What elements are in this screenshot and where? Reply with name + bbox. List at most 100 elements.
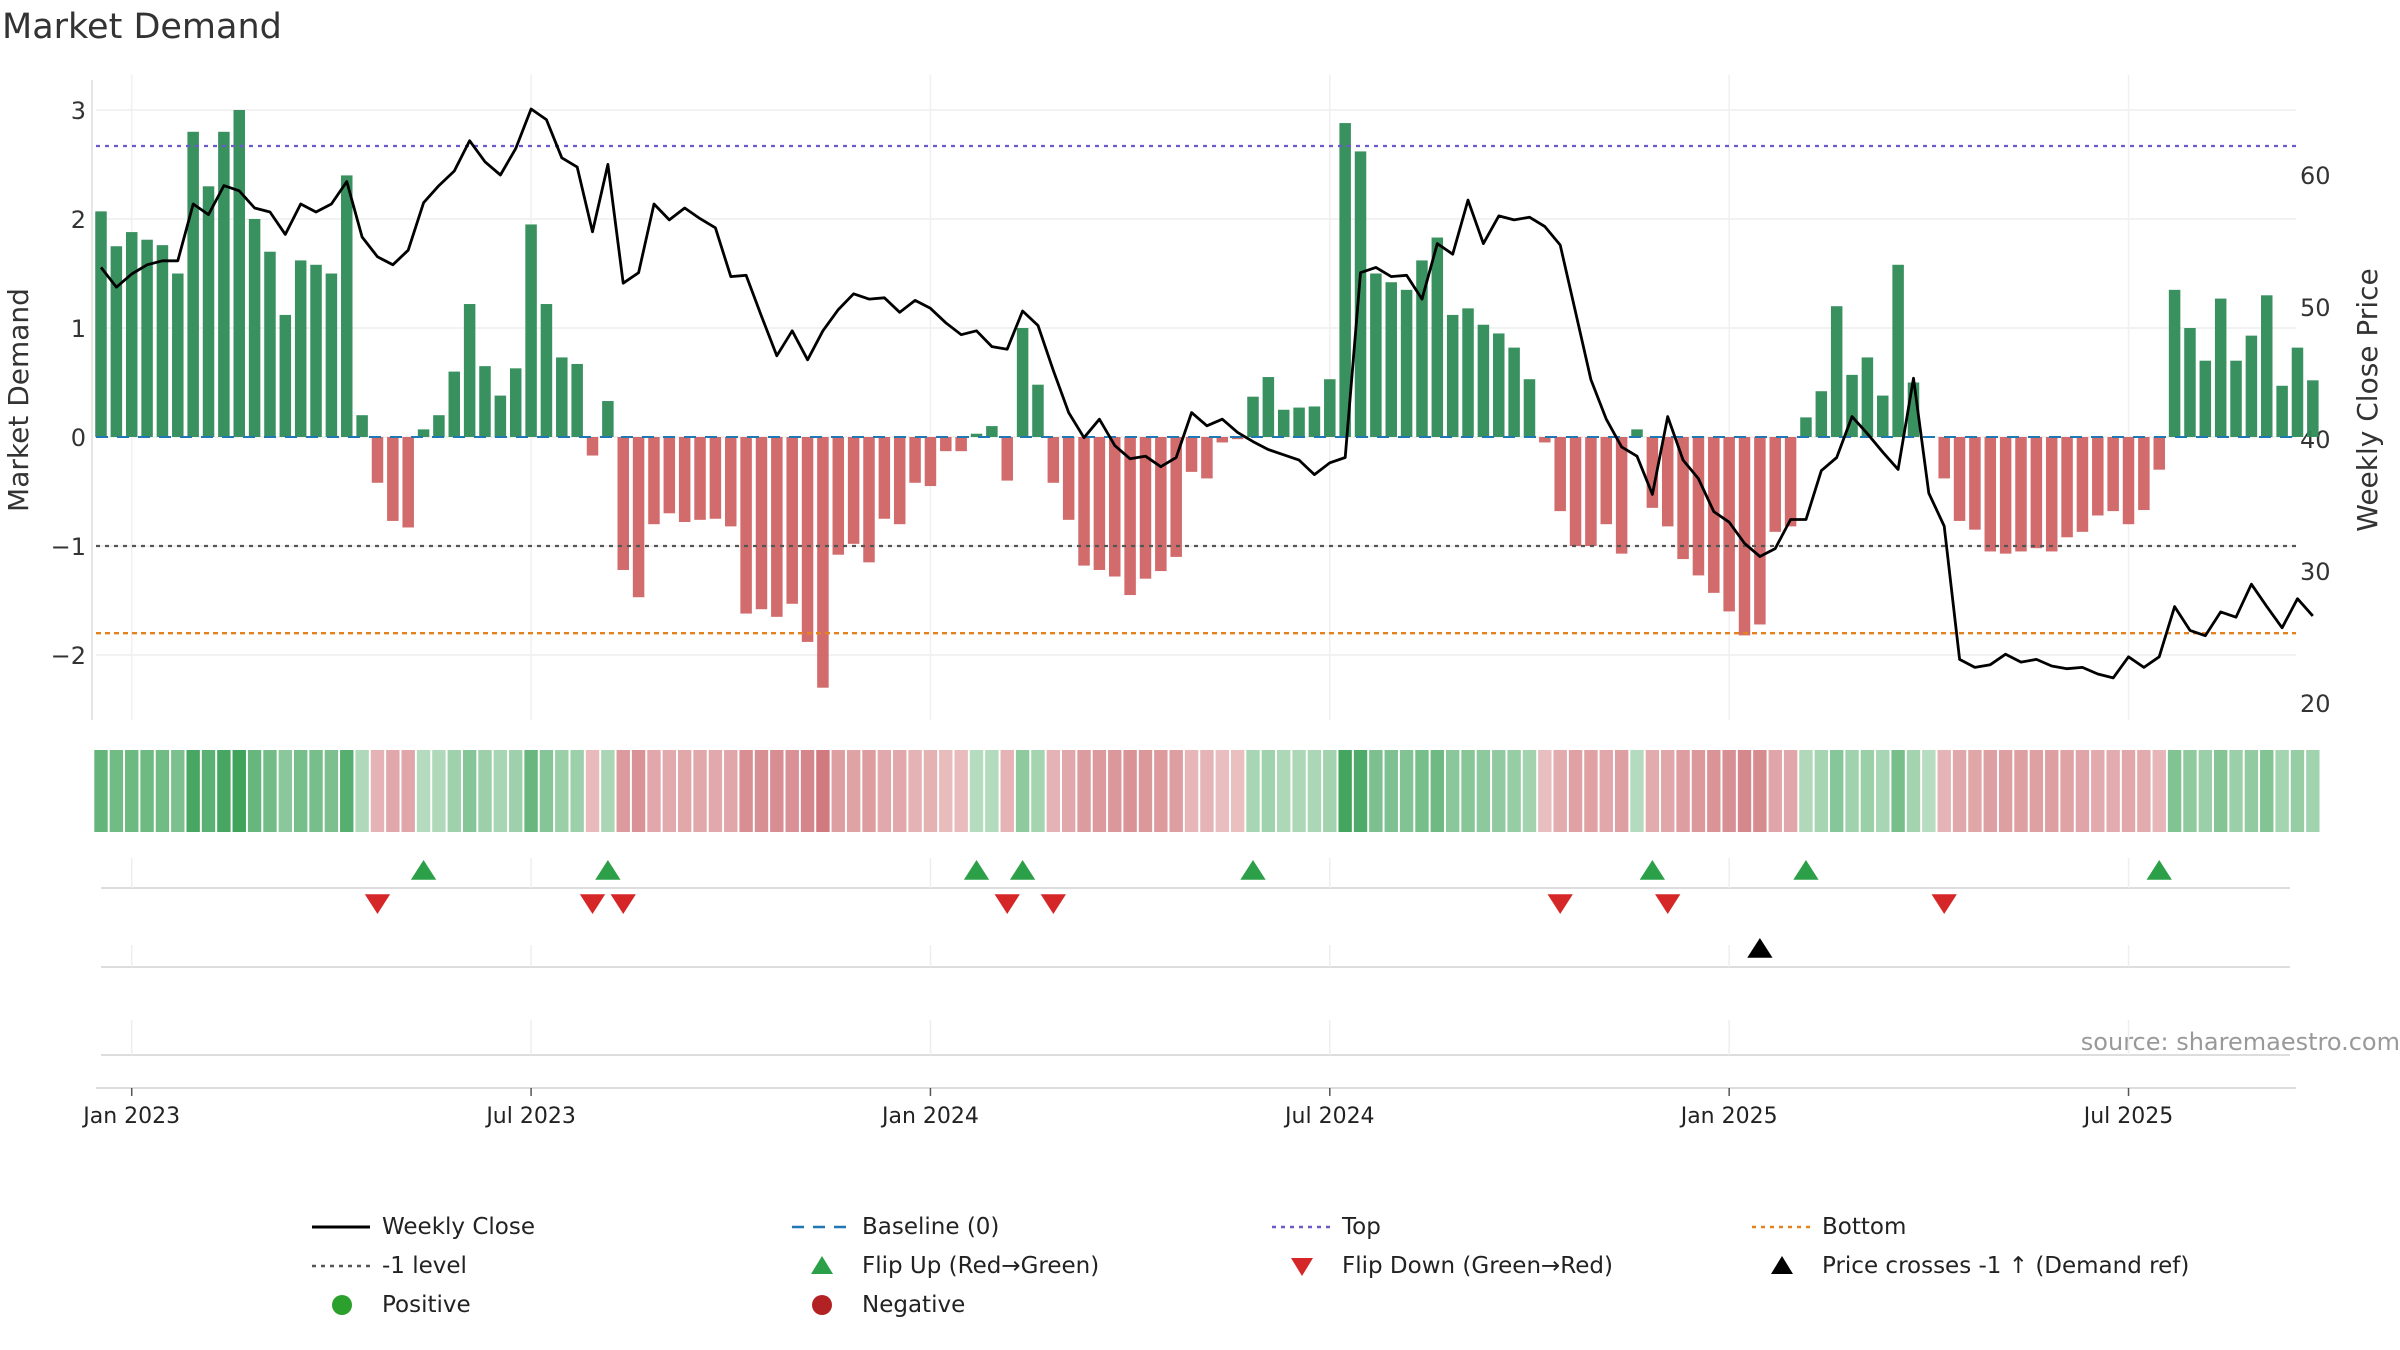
strip-cell (662, 750, 677, 832)
strip-cell (1952, 750, 1967, 832)
bar-negative (725, 437, 737, 527)
x-tick-label: Jan 2025 (1679, 1104, 1778, 1129)
strip-cell (677, 750, 692, 832)
bar-positive (1907, 382, 1920, 437)
y-tick-label-right: 20 (2300, 690, 2331, 718)
strip-cell (1230, 750, 1245, 832)
y-tick-label-left: 0 (71, 424, 86, 452)
strip-cell (585, 750, 600, 832)
strip-cell (171, 750, 185, 832)
strip-cell (447, 750, 461, 832)
y-tick-label-right: 50 (2300, 294, 2331, 322)
bar-negative (617, 437, 629, 570)
bar-positive (1446, 314, 1459, 437)
bar-positive (1354, 151, 1367, 438)
flip-up-marker (595, 860, 621, 880)
strip-cell (2244, 750, 2259, 832)
strip-cell (1568, 750, 1583, 832)
flip-down-marker (1040, 894, 1066, 914)
strip-cell (631, 750, 646, 832)
bar-positive (187, 131, 199, 438)
strip-cell (785, 750, 799, 832)
bar-positive (2214, 298, 2227, 437)
legend-label: Negative (862, 1292, 966, 1318)
bar-positive (540, 304, 553, 437)
strip-cell (94, 750, 108, 832)
strip-cell (493, 750, 508, 832)
bar-negative (1769, 437, 1781, 532)
strip-cell (601, 750, 615, 832)
legend-label: Flip Up (Red→Green) (862, 1253, 1100, 1279)
strip-cell (416, 750, 431, 832)
strip-cell (754, 750, 769, 832)
bar-negative (817, 437, 829, 688)
strip-cell (462, 750, 477, 832)
bar-negative (2153, 437, 2165, 470)
strip-cell (247, 750, 262, 832)
bar-positive (202, 186, 215, 437)
strip-cell (2275, 750, 2289, 832)
bar-negative (2107, 437, 2119, 512)
strip-cell (693, 750, 707, 832)
weekly-close-line (99, 107, 2314, 680)
strip-cell (939, 750, 953, 832)
flip-up-marker (1639, 860, 1666, 880)
bar-negative (1661, 437, 1674, 527)
strip-cell (155, 750, 170, 832)
bar-negative (1062, 437, 1075, 520)
bar-negative (2061, 437, 2073, 538)
red-dot-icon (812, 1295, 832, 1315)
legend-item: Top (1260, 1212, 1381, 1242)
bar-negative (924, 437, 937, 487)
bar-positive (1846, 374, 1858, 437)
bar-negative (1953, 437, 1966, 521)
legend-item: Flip Down (Green→Red) (1260, 1251, 1613, 1281)
bar-positive (1308, 406, 1321, 437)
strip-cell (800, 750, 815, 832)
strip-cell (1384, 750, 1398, 832)
bar-positive (1431, 237, 1444, 437)
flip-down-marker (1655, 894, 1681, 914)
strip-cell (724, 750, 738, 832)
strip-cell (201, 750, 216, 832)
x-tick-label: Jan 2024 (880, 1104, 979, 1129)
bar-negative (1047, 437, 1060, 483)
legend-item: Weekly Close (300, 1212, 535, 1242)
strip-cell (862, 750, 876, 832)
strip-cell (1691, 750, 1706, 832)
strip-cell (2137, 750, 2151, 832)
bar-negative (371, 437, 384, 483)
legend: Weekly Close Baseline (0) Top Bottom -1 leve… (300, 1212, 2280, 1332)
bar-positive (2307, 380, 2319, 437)
bar-negative (648, 437, 660, 525)
strip-cell (616, 750, 630, 832)
green-triangle-up-icon (811, 1256, 833, 1274)
red-triangle-down-icon (1291, 1258, 1313, 1276)
strip-cell (1092, 750, 1107, 832)
strip-cell (2060, 750, 2074, 832)
strip-cell (370, 750, 385, 832)
purple-dot-icon (1272, 1225, 1330, 1229)
bar-negative (678, 437, 691, 523)
bar-positive (1016, 328, 1029, 437)
chart-title: Market Demand (2, 7, 282, 47)
strip-cell (816, 750, 830, 832)
strip-cell (1676, 750, 1690, 832)
bar-negative (1984, 437, 1997, 552)
bar-positive (294, 260, 307, 437)
strip-cell (217, 750, 231, 832)
bar-positive (1293, 407, 1305, 437)
flip-up-marker (2146, 860, 2172, 880)
strip-cell (1061, 750, 1076, 832)
bar-positive (95, 211, 107, 437)
blue-dash-icon (792, 1225, 850, 1229)
legend-label: Positive (382, 1292, 471, 1318)
bar-positive (356, 415, 368, 437)
x-tick-label: Jul 2024 (1283, 1104, 1375, 1129)
bar-positive (2184, 328, 2196, 437)
bar-positive (417, 429, 430, 437)
bar-positive (156, 245, 169, 437)
strip-cell (2091, 750, 2105, 832)
flip-down-marker (1931, 894, 1957, 914)
strip-cell (263, 750, 277, 832)
